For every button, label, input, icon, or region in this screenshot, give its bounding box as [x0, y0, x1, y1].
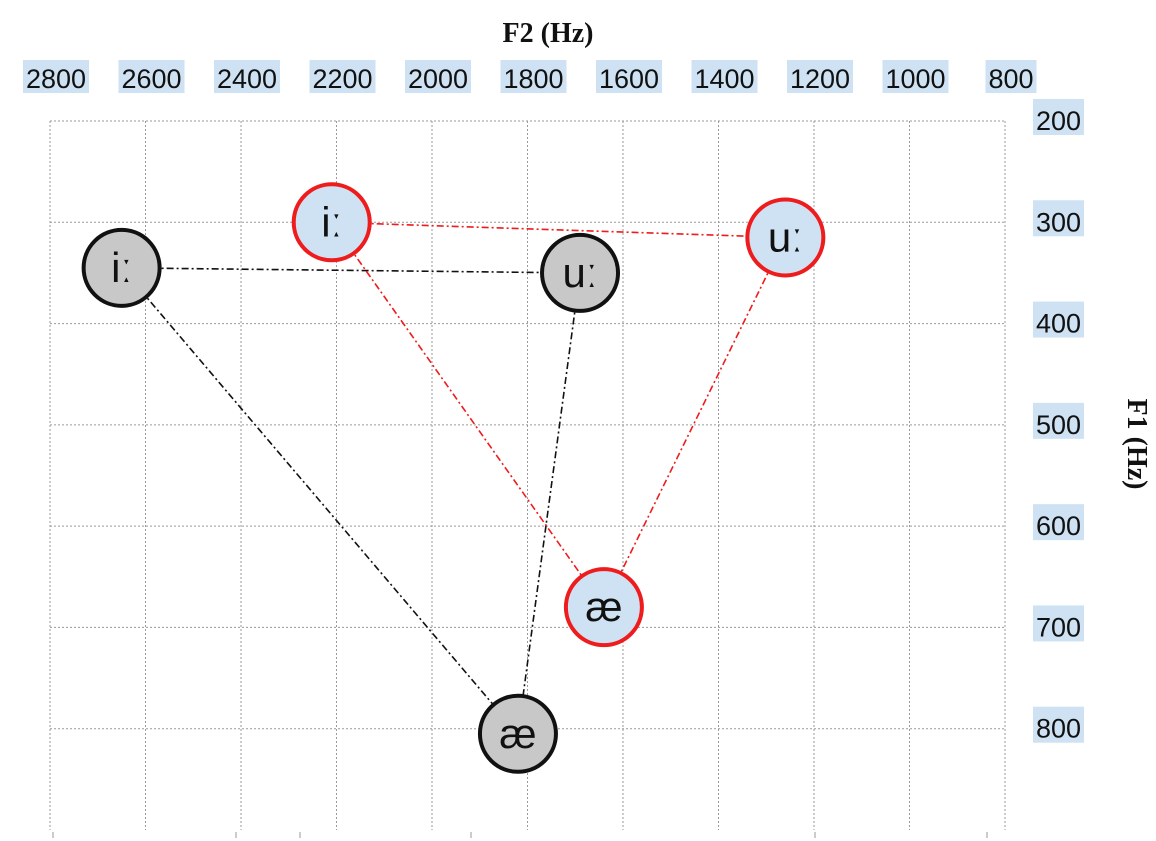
vowel-point-marker	[563, 567, 644, 648]
x-tick-label-highlight	[691, 60, 758, 93]
vowel-point-marker	[291, 182, 372, 263]
x-tick-label-highlight	[23, 60, 89, 93]
vowel-point-marker	[540, 232, 621, 313]
y-tick-label-highlight	[1033, 402, 1084, 439]
y-tick-label-highlight	[1033, 200, 1084, 237]
y-tick-label: 400	[1036, 309, 1081, 339]
x-tick-label: 1000	[885, 64, 945, 94]
y-tick-label-highlight	[1033, 301, 1084, 338]
vowel-point-label: iː	[321, 198, 342, 245]
vowel-point-label: iː	[111, 244, 132, 291]
vowel-point-label: uː	[563, 249, 598, 296]
x-tick-label-highlight	[309, 60, 376, 93]
vowel-connection-line	[331, 221, 605, 608]
x-tick-label: 2400	[217, 64, 277, 94]
x-tick-label: 2800	[26, 64, 86, 94]
x-axis-title: F2 (Hz)	[503, 18, 594, 49]
vowel-point-marker	[745, 197, 826, 278]
x-tick-label: 1600	[599, 64, 659, 94]
x-tick-label: 800	[988, 64, 1033, 94]
x-tick-label-highlight	[985, 60, 1037, 93]
vowel-points: iː uː æ iː uː æ	[81, 182, 826, 774]
x-tick-label-highlight	[500, 60, 567, 93]
vowel-connection-line	[121, 267, 519, 735]
y-tick-label-highlight	[1033, 605, 1084, 642]
x-tick-label-highlight	[882, 60, 949, 93]
x-tick-label-highlight	[214, 60, 280, 93]
x-tick-label-highlight	[787, 60, 853, 93]
y-axis-ticks: 200 300 400 500 600 700 800	[1033, 99, 1084, 744]
x-tick-label: 1200	[790, 64, 850, 94]
y-tick-label: 700	[1036, 612, 1081, 642]
y-tick-label-highlight	[1033, 706, 1084, 743]
y-tick-label: 200	[1036, 106, 1081, 136]
y-tick-label-highlight	[1033, 504, 1084, 541]
y-tick-label: 600	[1036, 511, 1081, 541]
y-tick-label: 800	[1036, 714, 1081, 744]
x-tick-label: 2600	[121, 64, 181, 94]
x-tick-label-highlight	[118, 60, 185, 93]
vowel-point-label: uː	[768, 213, 803, 260]
vowel-connection-line	[603, 237, 787, 608]
vowel-connections	[121, 221, 787, 735]
vowel-point-marker	[477, 693, 558, 774]
x-tick-label-highlight	[596, 60, 662, 93]
vowel-connection-line	[517, 272, 581, 734]
x-tick-label: 2200	[312, 64, 372, 94]
vowel-point-label: æ	[499, 710, 536, 757]
x-tick-label: 2000	[408, 64, 468, 94]
vowel-connection-line	[121, 267, 581, 274]
vowel-point-marker	[81, 227, 162, 308]
x-tick-label: 1800	[503, 64, 563, 94]
y-tick-label: 300	[1036, 207, 1081, 237]
x-axis-ticks: 2800 2600 2400 2200 2000 1800 1600 1400 1200 1000…	[23, 60, 1037, 94]
vowel-connection-line	[331, 221, 786, 239]
y-axis-title: F1 (Hz)	[1121, 399, 1152, 490]
y-tick-label: 500	[1036, 410, 1081, 440]
vowel-point-label: æ	[585, 583, 622, 630]
x-tick-label-highlight	[405, 60, 471, 93]
x-tick-label: 1400	[694, 64, 754, 94]
y-tick-label-highlight	[1033, 99, 1084, 135]
